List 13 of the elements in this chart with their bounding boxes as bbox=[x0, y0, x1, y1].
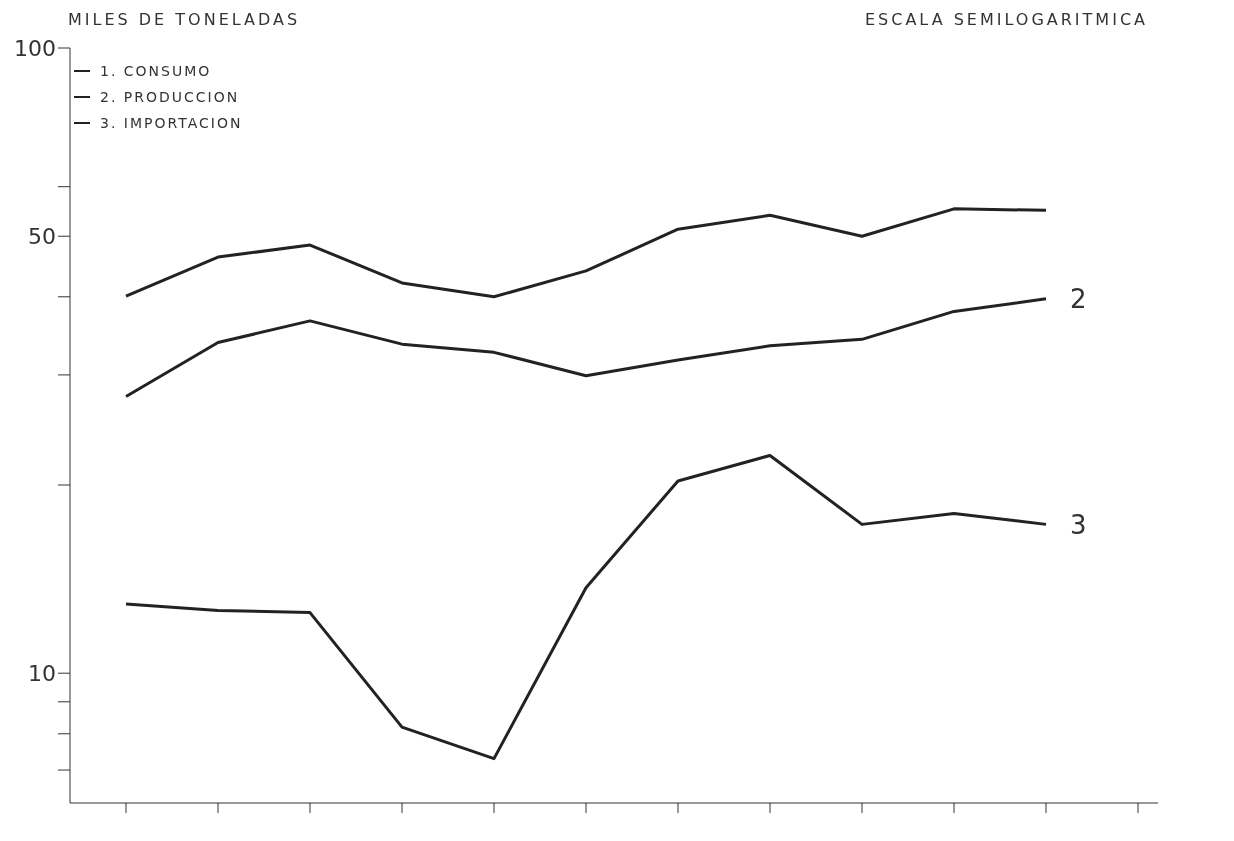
y-tick-label: 100 bbox=[14, 35, 56, 61]
y-axis-title: MILES DE TONELADAS bbox=[68, 10, 301, 29]
y-tick-label: 10 bbox=[28, 661, 56, 687]
line-series bbox=[124, 297, 1048, 399]
line-series bbox=[124, 453, 1048, 761]
line-series bbox=[124, 207, 1048, 299]
legend-label: 2. PRODUCCION bbox=[100, 88, 240, 107]
annotation: 3 bbox=[1070, 509, 1087, 540]
legend-label: 1. CONSUMO bbox=[100, 62, 212, 81]
annotation: 2 bbox=[1070, 284, 1087, 315]
legend-label: 3. IMPORTACION bbox=[100, 114, 243, 133]
chart-subtitle: ESCALA SEMILOGARITMICA bbox=[864, 10, 1148, 29]
y-tick-label: 50 bbox=[28, 224, 56, 250]
